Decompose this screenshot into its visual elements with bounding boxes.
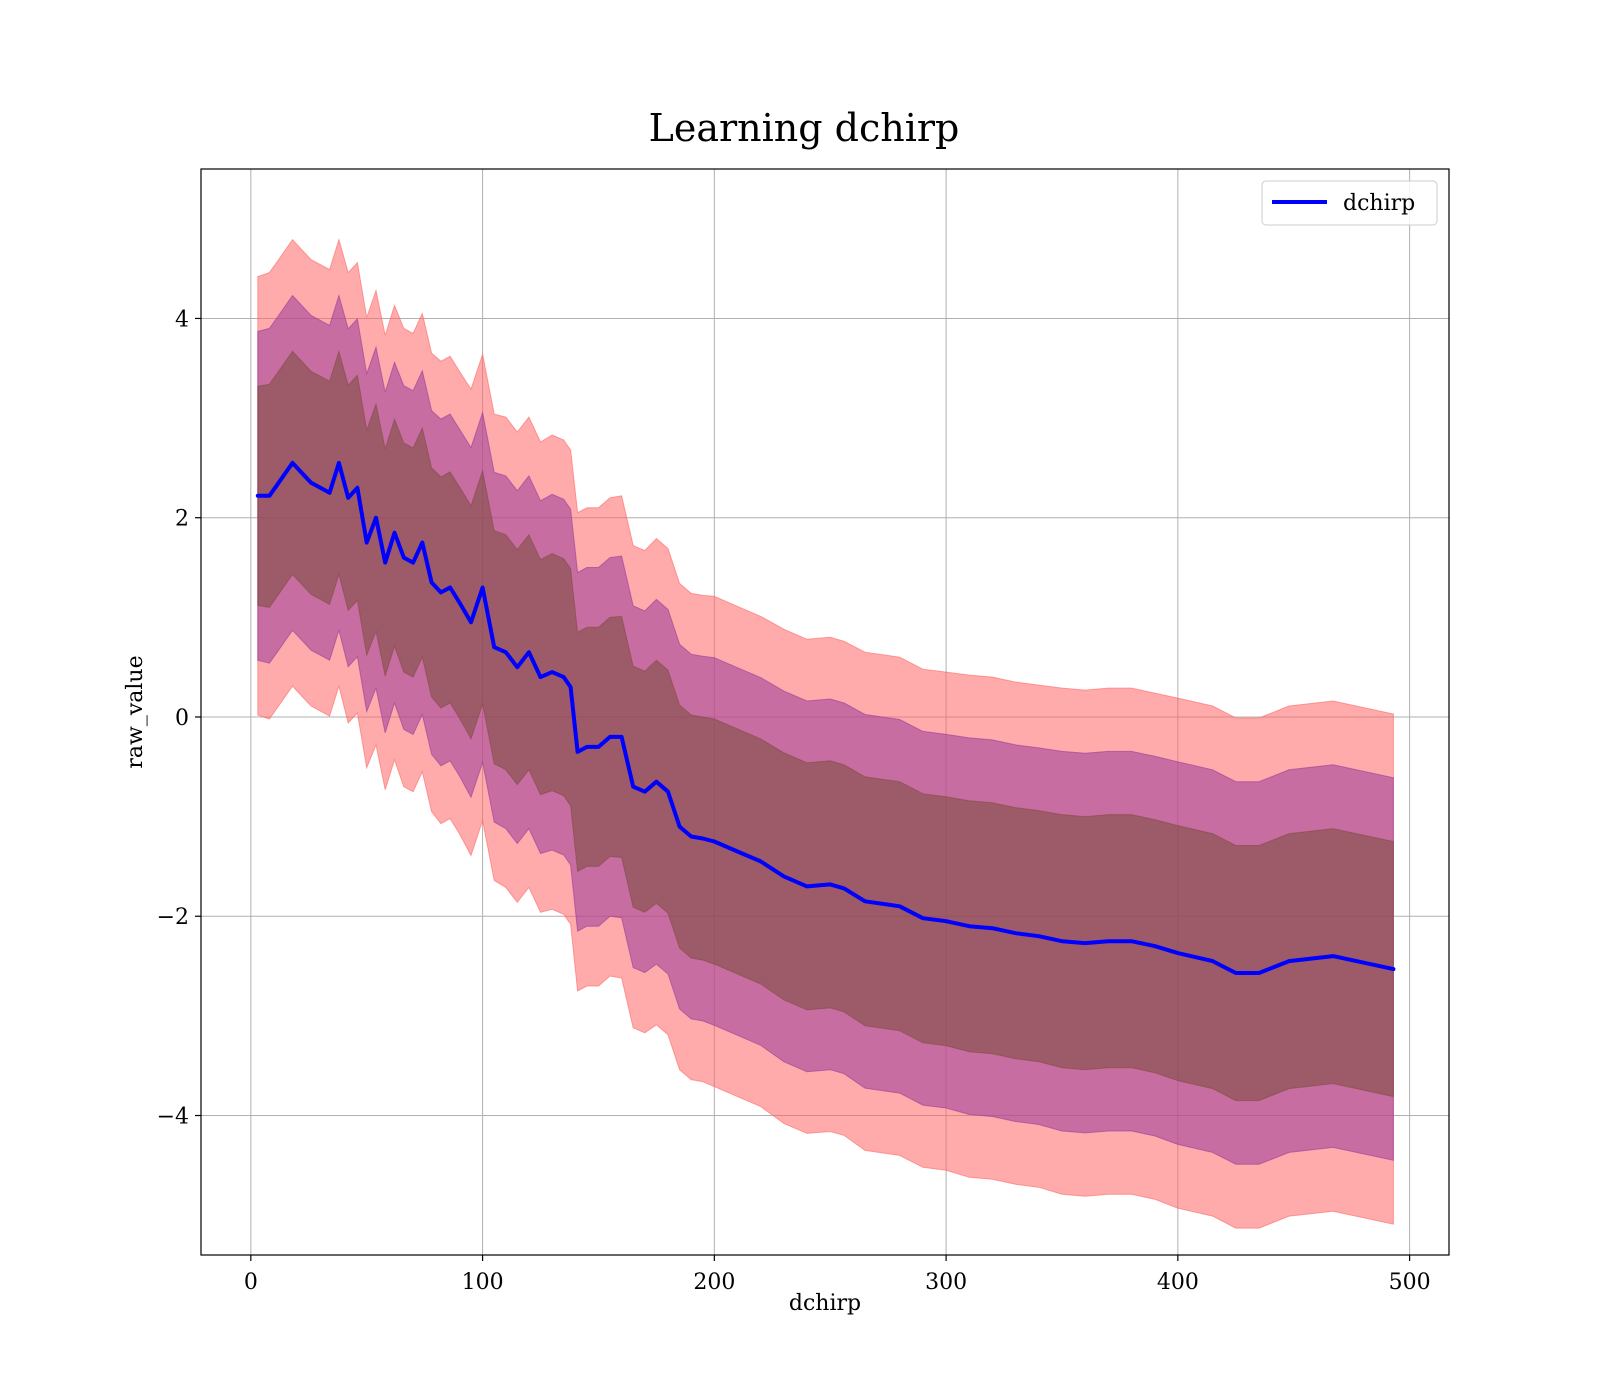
y-tick-label: −2 xyxy=(157,905,189,930)
y-axis-label: raw_value xyxy=(123,655,148,768)
x-tick-label: 300 xyxy=(925,1270,967,1295)
legend-label: dchirp xyxy=(1343,191,1415,216)
confidence-bands xyxy=(257,237,1394,1229)
x-tick-label: 500 xyxy=(1389,1270,1431,1295)
x-tick-label: 0 xyxy=(244,1270,258,1295)
y-tick-label: −4 xyxy=(157,1105,189,1130)
x-tick-label: 100 xyxy=(462,1270,504,1295)
x-axis-label: dchirp xyxy=(789,1291,861,1316)
band-inner xyxy=(257,349,1394,1102)
y-tick-label: 0 xyxy=(175,706,189,731)
x-axis: 0 100 200 300 400 500 xyxy=(244,1255,1431,1295)
plot-area: 0 100 200 300 400 500 −4 −2 0 2 4 xyxy=(157,168,1450,1295)
y-tick-label: 4 xyxy=(175,307,189,332)
y-tick-label: 2 xyxy=(175,507,189,532)
chart-title: Learning dchirp xyxy=(649,106,960,150)
x-tick-label: 200 xyxy=(693,1270,735,1295)
x-tick-label: 400 xyxy=(1157,1270,1199,1295)
legend-frame xyxy=(1261,180,1438,226)
series-line-dchirp xyxy=(255,460,1396,975)
series-lines xyxy=(255,460,1396,975)
y-axis: −4 −2 0 2 4 xyxy=(157,307,201,1130)
legend: dchirp xyxy=(1261,180,1438,226)
plot-frame xyxy=(200,168,1450,1256)
